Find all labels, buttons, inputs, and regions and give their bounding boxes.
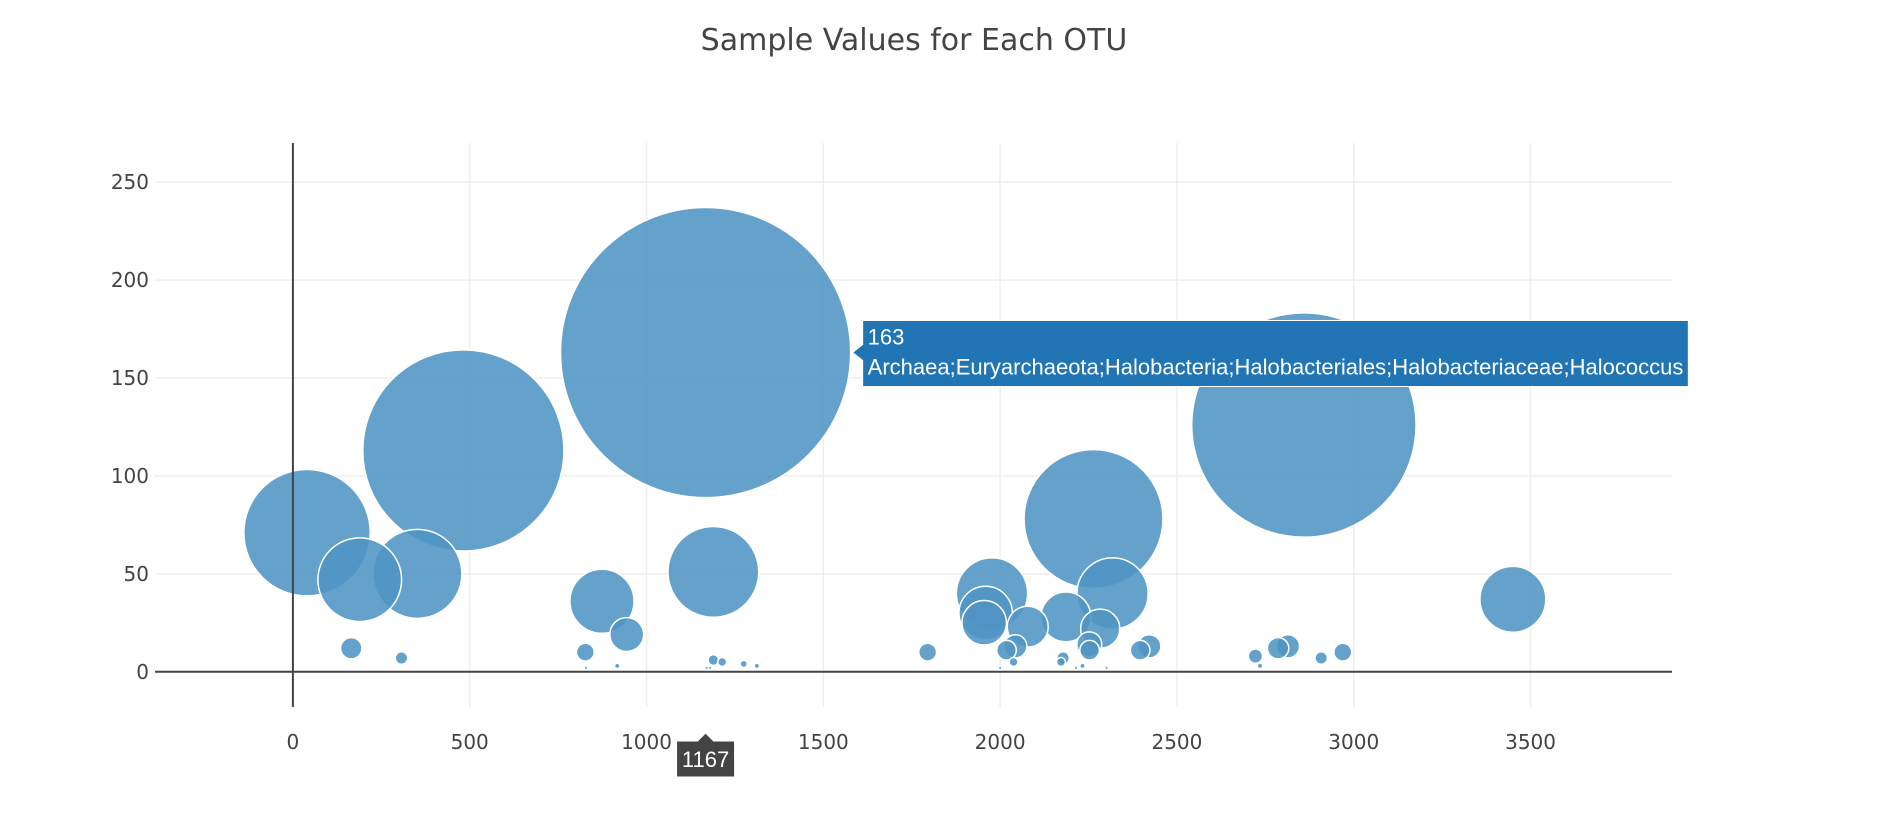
bubble-point[interactable] bbox=[1055, 656, 1067, 668]
bubble-point[interactable] bbox=[917, 642, 938, 662]
bubble-point[interactable] bbox=[613, 662, 621, 670]
bubble-point[interactable] bbox=[583, 665, 589, 671]
hover-layer: 163 Archaea;Euryarchaeota;Halobacteria;H… bbox=[676, 320, 1689, 778]
x-tick-label: 3500 bbox=[1505, 730, 1556, 754]
bubble-point[interactable] bbox=[716, 656, 728, 668]
x-tick-label: 3000 bbox=[1328, 730, 1379, 754]
axis-layer bbox=[155, 143, 1672, 707]
bubble-point[interactable] bbox=[1008, 656, 1019, 668]
bubble-point[interactable] bbox=[609, 616, 645, 653]
y-tick-label: 250 bbox=[111, 170, 149, 194]
x-tick-label: 500 bbox=[451, 730, 489, 754]
bubble-point[interactable] bbox=[1060, 668, 1064, 672]
x-spike-label-box bbox=[676, 732, 736, 778]
x-spike-label: 1167 bbox=[682, 747, 729, 772]
y-tick-label: 100 bbox=[111, 464, 149, 488]
y-tick-label: 0 bbox=[136, 660, 149, 684]
tick-layer: 0 500 1000 1500 2000 2500 3000 3500 0 50 100 150 200… bbox=[111, 170, 1556, 754]
bubble-point[interactable] bbox=[667, 525, 760, 619]
bubble-point[interactable] bbox=[1266, 636, 1290, 660]
y-tick-label: 50 bbox=[124, 562, 149, 586]
x-tick-label: 1500 bbox=[798, 730, 849, 754]
bubble-point[interactable] bbox=[394, 651, 409, 666]
bubble-point[interactable] bbox=[339, 636, 363, 660]
bubble-point[interactable] bbox=[1247, 648, 1264, 664]
bubble-point[interactable] bbox=[1079, 662, 1086, 670]
bubble-point[interactable] bbox=[1104, 665, 1110, 671]
bubble-layer[interactable] bbox=[243, 206, 1547, 672]
bubble-point[interactable] bbox=[1079, 639, 1101, 661]
bubble-point[interactable] bbox=[1314, 651, 1329, 666]
bubble-point[interactable] bbox=[753, 662, 761, 670]
x-tick-label: 2500 bbox=[1151, 730, 1202, 754]
y-tick-label: 150 bbox=[111, 366, 149, 390]
bubble-point[interactable] bbox=[362, 349, 565, 552]
bubble-point[interactable] bbox=[739, 659, 749, 669]
hover-tooltip-label: Archaea;Euryarchaeota;Halobacteria;Halob… bbox=[868, 355, 1684, 380]
bubble-point[interactable] bbox=[1129, 639, 1151, 661]
bubble-point[interactable] bbox=[707, 653, 720, 667]
bubble-point[interactable] bbox=[575, 642, 595, 662]
x-tick-label: 2000 bbox=[975, 730, 1026, 754]
hover-tooltip-value: 163 bbox=[868, 325, 905, 350]
hover-tooltip-box bbox=[851, 320, 1689, 388]
bubble-point[interactable] bbox=[1333, 642, 1353, 662]
y-tick-label: 200 bbox=[111, 268, 149, 292]
bubble-point[interactable] bbox=[997, 665, 1003, 671]
bubble-point[interactable] bbox=[1073, 665, 1079, 671]
bubble-point[interactable] bbox=[1019, 668, 1023, 672]
x-tick-label: 0 bbox=[287, 730, 300, 754]
bubble-point[interactable] bbox=[1256, 662, 1264, 670]
bubble-point[interactable] bbox=[707, 665, 713, 671]
bubble-point[interactable] bbox=[1334, 668, 1338, 672]
bubble-point[interactable] bbox=[569, 568, 635, 635]
bubble-point[interactable] bbox=[961, 599, 1008, 646]
chart-title: Sample Values for Each OTU bbox=[701, 23, 1128, 58]
x-tick-label: 1000 bbox=[621, 730, 672, 754]
bubble-point[interactable] bbox=[1479, 565, 1547, 633]
bubble-point[interactable] bbox=[991, 668, 995, 672]
bubble-point[interactable] bbox=[995, 639, 1018, 661]
bubble-point[interactable] bbox=[559, 206, 852, 499]
bubble-point[interactable] bbox=[317, 537, 403, 623]
